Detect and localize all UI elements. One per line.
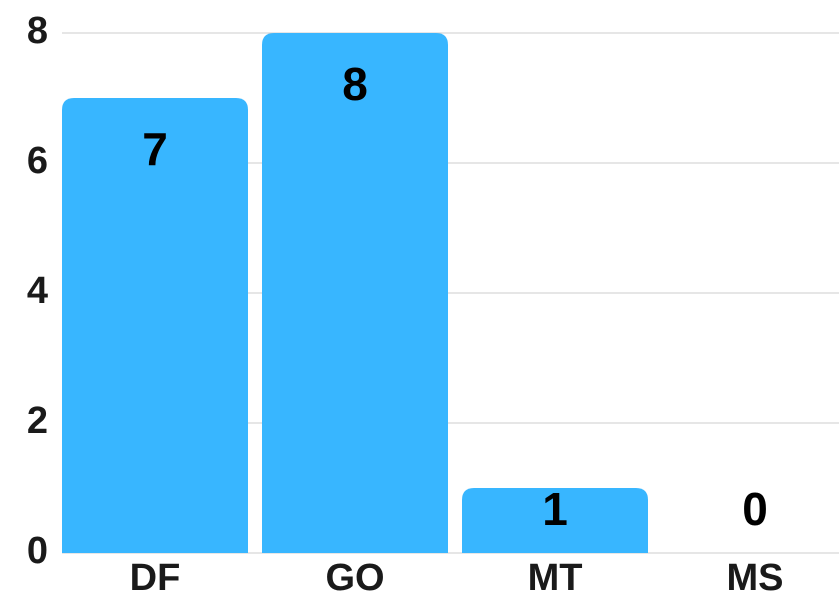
value-label: 8	[342, 58, 368, 110]
x-tick-label: GO	[325, 557, 384, 599]
y-tick-label: 8	[27, 10, 48, 52]
value-label: 0	[742, 483, 768, 535]
bar	[262, 33, 448, 553]
bar	[62, 98, 248, 553]
y-tick-label: 6	[27, 140, 48, 182]
y-tick-label: 0	[27, 530, 48, 572]
y-tick-label: 4	[27, 270, 48, 312]
y-tick-label: 2	[27, 400, 48, 442]
x-tick-label: DF	[130, 557, 181, 599]
x-tick-label: MT	[528, 557, 583, 599]
value-label: 7	[142, 123, 168, 175]
bar	[462, 488, 648, 553]
value-label: 1	[542, 483, 568, 535]
x-tick-label: MS	[727, 557, 784, 599]
